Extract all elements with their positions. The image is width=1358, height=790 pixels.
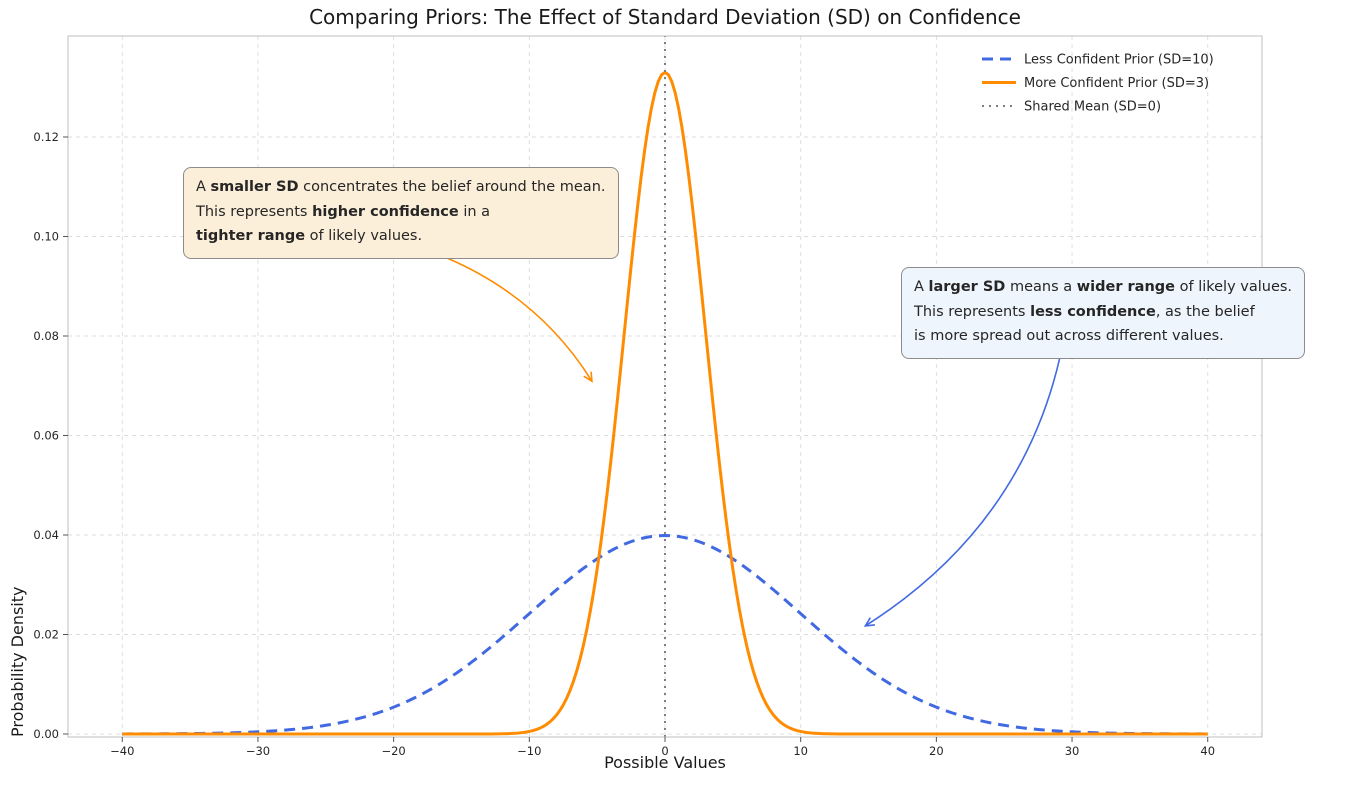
svg-text:0.02: 0.02 [33,628,59,642]
svg-text:0.10: 0.10 [33,229,59,243]
annotation-text: A [196,179,211,195]
annotation-text: , as the belief [1155,303,1255,320]
svg-text:−40: −40 [110,744,134,758]
svg-text:10: 10 [793,744,808,758]
svg-text:0.12: 0.12 [33,130,59,144]
annotation-text: This represents [914,303,1031,320]
svg-text:30: 30 [1065,744,1080,758]
annotation-smaller-sd: A smaller SD concentrates the belief aro… [183,167,619,259]
annotation-text: in a [458,203,491,220]
annotation-text: is more spread out across different valu… [914,328,1224,344]
legend-label: Shared Mean (SD=0) [1024,100,1161,115]
svg-text:−10: −10 [517,744,541,758]
annotation-arrow-smaller-sd [446,257,593,383]
annotation-text-bold: tighter range [196,228,306,244]
series-less-confident-prior-sd-10 [122,534,1208,736]
svg-text:40: 40 [1200,744,1215,758]
legend-item-less-confident-prior-sd-10: Less Confident Prior (SD=10) [982,53,1214,68]
legend-label: More Confident Prior (SD=3) [1024,76,1209,91]
annotation-text: of likely values. [305,228,423,244]
svg-text:0: 0 [661,744,668,758]
annotation-text-bold: smaller SD [210,179,299,195]
series-more-confident-prior-sd-3 [122,70,1208,736]
annotation-text: of likely values. [1175,279,1293,295]
svg-text:−20: −20 [381,744,405,758]
legend-item-shared-mean-sd-0: Shared Mean (SD=0) [982,100,1161,115]
svg-text:−30: −30 [246,744,270,758]
legend-item-more-confident-prior-sd-3: More Confident Prior (SD=3) [982,76,1209,91]
y-axis-label: Probability Density [8,586,27,738]
annotation-text-bold: less confidence [1030,303,1156,320]
annotation-text: concentrates the belief around the mean. [298,179,606,195]
svg-text:0.06: 0.06 [33,429,59,443]
annotation-text: This represents [196,203,313,220]
annotation-text-bold: larger SD [928,279,1006,295]
annotation-larger-sd: A larger SD means a wider range of likel… [901,267,1306,359]
annotation-text-bold: higher confidence [312,203,459,220]
x-tick-labels: −40 −30 −20 −10 0 10 20 30 40 [110,737,1215,758]
svg-text:20: 20 [929,744,944,758]
annotation-text: means a [1005,279,1077,295]
svg-text:0.08: 0.08 [33,329,59,343]
svg-text:0.00: 0.00 [33,727,59,741]
chart-title: Comparing Priors: The Effect of Standard… [309,5,1021,29]
x-axis-label: Possible Values [604,753,726,772]
y-tick-labels: 0.00 0.02 0.04 0.06 0.08 0.10 0.12 [33,130,68,741]
annotation-text: A [914,279,929,295]
legend-label: Less Confident Prior (SD=10) [1024,53,1214,68]
legend: Less Confident Prior (SD=10) More Confide… [982,53,1214,115]
annotation-text-bold: wider range [1076,279,1175,295]
svg-text:0.04: 0.04 [33,528,59,542]
annotation-arrow-larger-sd [863,356,1061,627]
